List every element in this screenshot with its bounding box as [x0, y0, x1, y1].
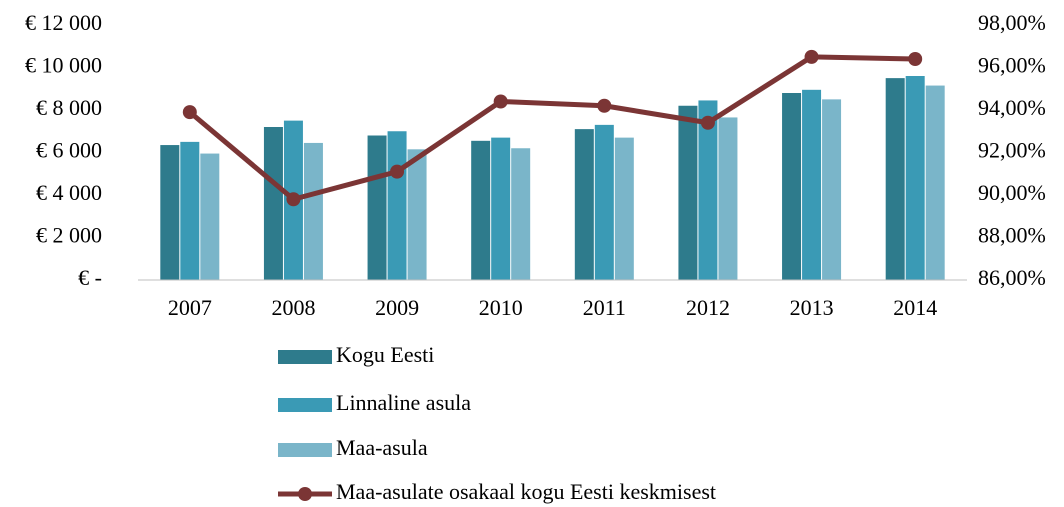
- bar: [698, 100, 718, 280]
- bar: [678, 105, 698, 280]
- bar: [925, 85, 945, 280]
- x-tick-label: 2010: [479, 295, 523, 320]
- x-tick-label: 2014: [893, 295, 937, 320]
- line-marker: [493, 94, 508, 109]
- legend-label: Maa-asula: [336, 435, 428, 460]
- y2-tick-label: 86,00%: [978, 265, 1046, 290]
- y2-tick-label: 98,00%: [978, 10, 1046, 35]
- bar: [263, 127, 283, 280]
- bar: [594, 124, 614, 280]
- y2-tick-label: 96,00%: [978, 53, 1046, 78]
- bar: [387, 131, 407, 280]
- bar: [160, 145, 180, 280]
- x-tick-label: 2011: [583, 295, 626, 320]
- y-tick-label: € 2 000: [36, 223, 102, 248]
- y2-tick-label: 94,00%: [978, 95, 1046, 120]
- bar: [200, 153, 220, 280]
- legend-swatch: [278, 398, 332, 412]
- y2-tick-label: 90,00%: [978, 180, 1046, 205]
- bar: [905, 76, 925, 280]
- legend-swatch: [298, 487, 312, 501]
- y2-tick-label: 92,00%: [978, 138, 1046, 163]
- bar: [471, 140, 491, 280]
- bar: [802, 89, 822, 280]
- line-marker: [390, 164, 405, 179]
- x-tick-label: 2009: [375, 295, 419, 320]
- y-tick-label: € 10 000: [25, 53, 102, 78]
- bar: [822, 99, 842, 280]
- legend-label: Maa-asulate osakaal kogu Eesti keskmises…: [336, 479, 716, 504]
- line: [188, 54, 916, 202]
- x-tick-label: 2012: [686, 295, 730, 320]
- bar: [885, 78, 905, 280]
- line-marker: [700, 115, 715, 130]
- legend-swatch: [278, 443, 332, 457]
- y-tick-label: € 12 000: [25, 10, 102, 35]
- bar: [511, 148, 531, 280]
- y-tick-label: € -: [78, 265, 102, 290]
- y2-tick-label: 88,00%: [978, 223, 1046, 248]
- bar: [718, 117, 738, 280]
- line-marker: [182, 105, 197, 120]
- bar: [303, 142, 323, 280]
- y-tick-label: € 8 000: [36, 95, 102, 120]
- y-tick-label: € 6 000: [36, 138, 102, 163]
- line-marker: [908, 52, 923, 66]
- line-marker: [597, 98, 612, 113]
- legend-label: Kogu Eesti: [336, 342, 434, 367]
- bar: [782, 93, 802, 280]
- line-marker: [286, 192, 301, 207]
- line-marker: [804, 49, 819, 64]
- bar: [407, 149, 427, 280]
- legend-swatch: [278, 350, 332, 364]
- bar: [614, 137, 634, 280]
- bar: [180, 141, 200, 280]
- bar: [574, 129, 594, 280]
- x-tick-label: 2007: [168, 295, 212, 320]
- x-tick-label: 2008: [271, 295, 315, 320]
- legend-label: Linnaline asula: [336, 390, 471, 415]
- bar: [491, 137, 511, 280]
- x-tick-label: 2013: [790, 295, 834, 320]
- y-tick-label: € 4 000: [36, 180, 102, 205]
- bar: [367, 135, 387, 280]
